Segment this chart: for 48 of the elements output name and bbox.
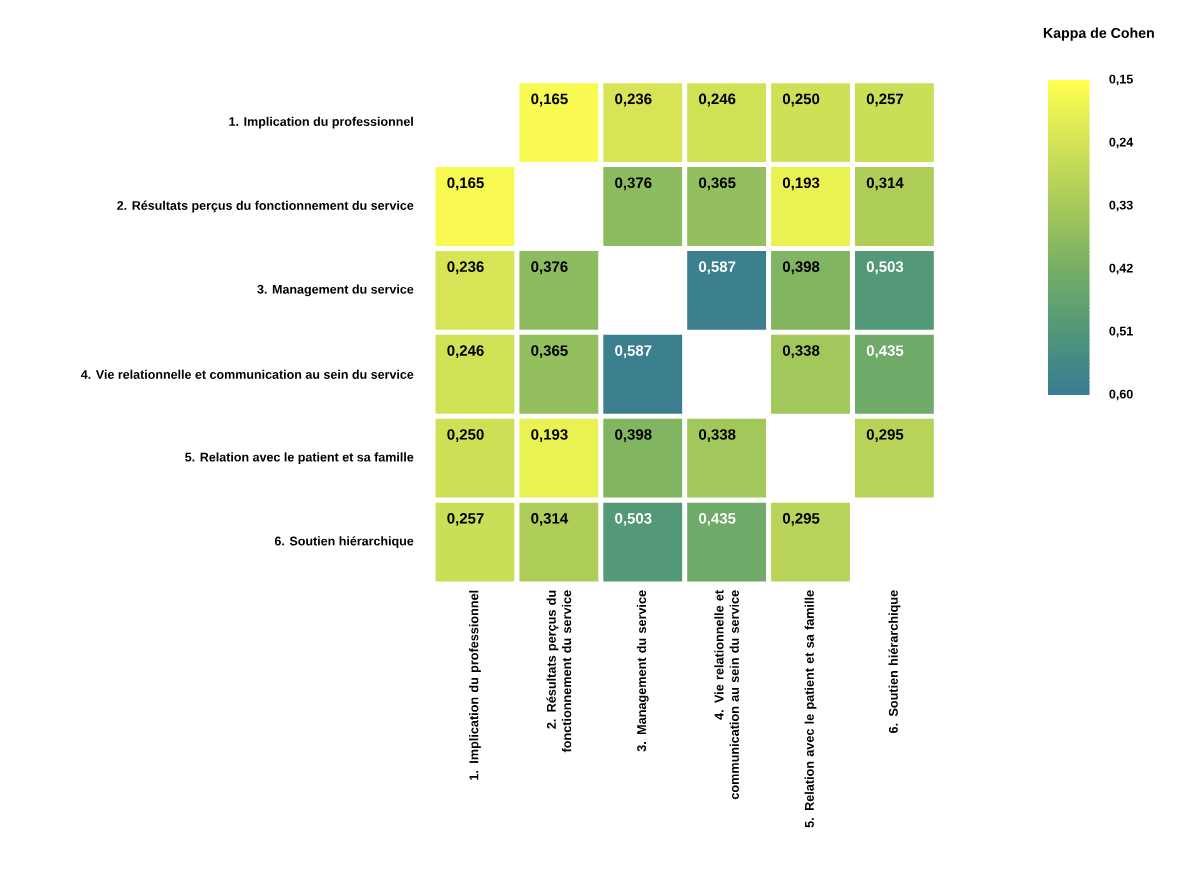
data-label: 0,250 [447,429,484,442]
y-tick-label: 4. Vie relationnelle et communication au sein du service [80,369,414,379]
data-label: 0,365 [699,177,736,191]
y-tick-label: 5. Relation avec le patient et sa famille [185,452,414,464]
data-label: 0,398 [782,261,820,275]
data-label: 0,295 [782,513,820,526]
y-tick-label: 6. Soutien hiérarchique [274,536,414,548]
data-label: 0,503 [615,513,652,526]
color-bar-label: 0,33 [1109,200,1133,212]
color-bar-title: Kappa de Cohen [1043,27,1154,41]
y-tick-label: 1. Implication du professionnel [229,116,413,129]
data-label: 0,314 [866,177,904,191]
data-label: 0,435 [699,513,736,526]
data-label: 0,246 [699,93,736,107]
x-tick-label: 6. Soutien hiérarchique [888,590,901,734]
data-label: 0,246 [447,345,484,359]
y-tick-label: 3. Management du service [257,284,414,297]
x-tick-label: 4. Vie relationnelle et communication au sein du service [714,590,739,800]
x-tick-label: 3. Management du service [636,590,649,752]
data-label: 0,257 [866,93,904,107]
data-label: 0,587 [699,261,736,275]
data-label: 0,236 [615,93,652,107]
data-label: 0,193 [531,429,568,442]
x-tick-label: 5. Relation avec le patient et sa famille [804,590,817,828]
color-bar-label: 0,24 [1109,137,1134,149]
y-tick-label: 2. Résultats perçus du fonctionnement du service [117,200,414,213]
data-label: 0,503 [866,261,904,275]
color-bar-label: 0,60 [1109,389,1133,401]
data-label: 0,376 [615,177,652,191]
data-label: 0,376 [531,261,568,275]
data-label: 0,587 [615,345,652,359]
data-label: 0,257 [447,513,484,526]
data-label: 0,193 [782,177,820,191]
data-label: 0,338 [782,345,820,359]
data-label: 0,236 [447,261,484,275]
data-label: 0,435 [866,345,904,359]
data-label: 0,338 [699,429,736,442]
color-bar-label: 0,15 [1109,74,1133,86]
data-label: 0,365 [531,345,568,359]
data-label: 0,295 [866,429,904,442]
x-tick-label: 2. Résultats perçus du fonctionnement du service [546,590,572,753]
color-bar-label: 0,42 [1109,263,1133,275]
data-label: 0,314 [531,513,569,526]
data-label: 0,250 [782,93,820,107]
color-bar-label: 0,51 [1109,326,1133,338]
data-label: 0,165 [447,177,484,191]
data-label: 0,165 [531,93,568,107]
data-label: 0,398 [615,429,652,442]
